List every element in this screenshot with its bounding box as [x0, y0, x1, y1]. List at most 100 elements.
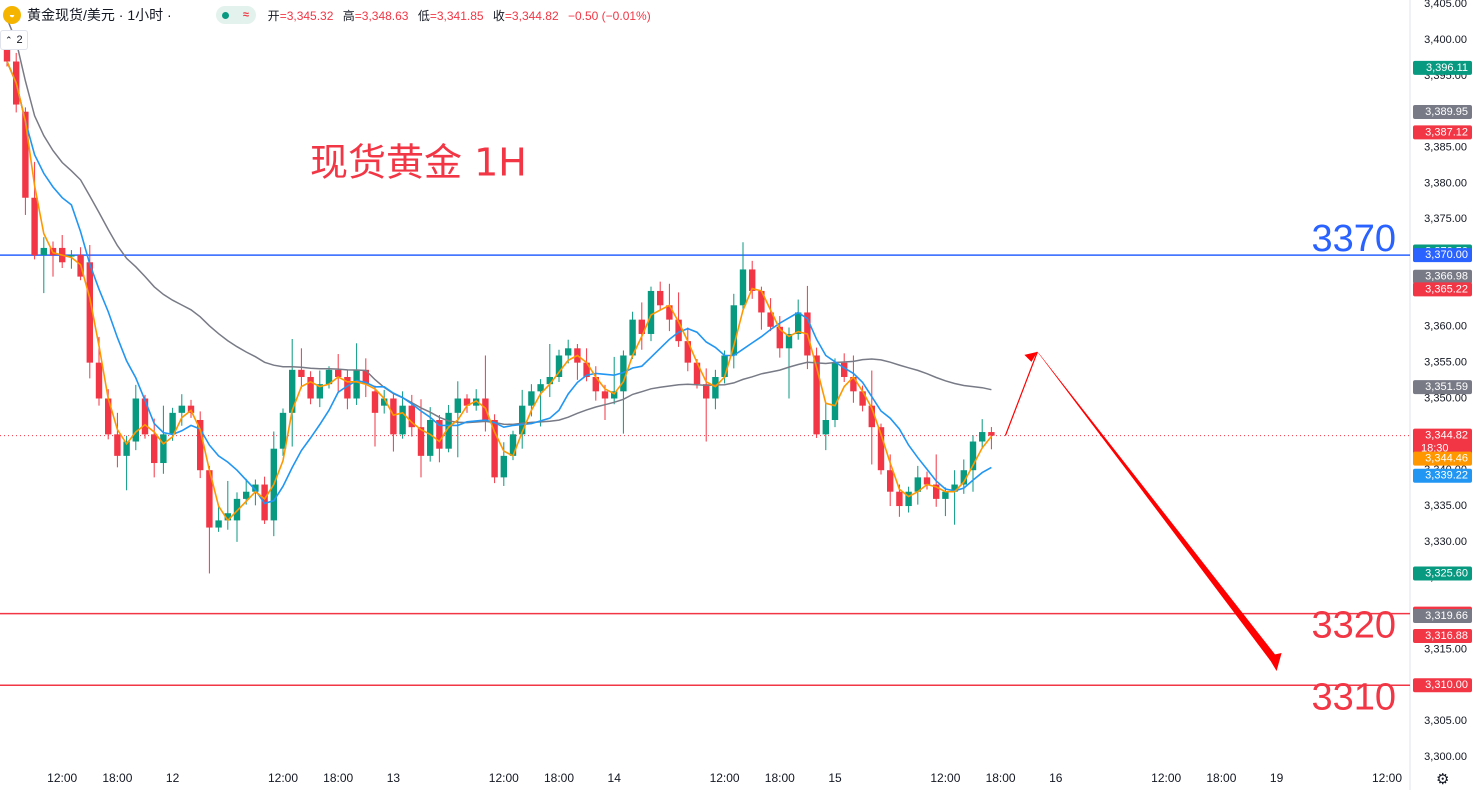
open-value: =3,345.32 [279, 8, 334, 23]
price-tick-label: 3,380.00 [1424, 177, 1467, 189]
candle-body [546, 376, 553, 385]
time-tick-label: 19 [1270, 771, 1284, 785]
price-tag: 3,387.12 [1425, 126, 1468, 138]
candle-body [390, 398, 397, 435]
candle-body [178, 405, 185, 413]
indicator-count: 2 [16, 34, 23, 46]
price-tag: 3,344.46 [1425, 453, 1468, 465]
gold-coin-icon: ◒ [3, 6, 21, 24]
close-label: 收 [492, 8, 505, 23]
candle-body [298, 369, 305, 377]
symbol-title[interactable]: 黄金现货/美元 · 1小时 · [27, 7, 172, 23]
candle-body [509, 434, 517, 456]
price-tick-label: 3,400.00 [1424, 34, 1467, 46]
candle-body [344, 376, 351, 399]
price-tag: 3,310.00 [1425, 679, 1468, 691]
time-tick-label: 12 [166, 771, 180, 785]
candle-body [730, 305, 737, 356]
candle-body [758, 290, 765, 313]
price-tag-bg [1413, 105, 1472, 120]
candle-body [620, 355, 627, 392]
price-tag: 3,389.95 [1425, 106, 1468, 118]
candle-body [381, 398, 388, 406]
price-tick-label: 3,350.00 [1424, 392, 1467, 404]
candle-body [592, 376, 599, 392]
candle-body [519, 405, 526, 435]
candle-body [887, 470, 894, 492]
price-tag-bg [1413, 678, 1472, 693]
time-tick-label: 18:00 [1206, 771, 1236, 785]
candle-body [114, 434, 121, 456]
candle-body [206, 470, 213, 528]
candle-body [629, 319, 636, 356]
price-tick-label: 3,335.00 [1424, 500, 1467, 512]
time-tick-label: 12:00 [1372, 771, 1402, 785]
candle-body [86, 262, 93, 363]
time-axis: 12:00 18:00 12 12:00 18:00 13 12:00 18:00 14 12:0… [47, 771, 1402, 785]
candle-body [859, 391, 866, 406]
time-tick-label: 18:00 [986, 771, 1016, 785]
candle-body [822, 420, 829, 435]
candle-body [289, 369, 296, 413]
time-tick-label: 16 [1049, 771, 1063, 785]
candle-body [988, 432, 995, 436]
candle-body [160, 434, 167, 464]
price-tag: 3,319.66 [1425, 610, 1468, 622]
ma-fast-line [6, 61, 993, 522]
change-value: −0.50 (−0.01%) [567, 8, 651, 23]
candle-body [703, 384, 710, 399]
candle-body [905, 491, 912, 507]
candle-body [436, 420, 443, 449]
candles [3, 41, 995, 574]
candle-body [353, 369, 360, 399]
ohlc-readout: 开=3,345.32 高=3,348.63 低=3,341.85 收=3,344… [268, 7, 657, 24]
candle-body [979, 432, 986, 442]
price-tick-label: 3,305.00 [1424, 715, 1467, 727]
candle-body [785, 333, 793, 349]
level-label-3310: 3310 [1311, 676, 1396, 718]
close-value: =3,344.82 [504, 8, 559, 23]
time-tick-label: 13 [387, 771, 401, 785]
chart-title: 现货黄金 1H [310, 141, 527, 185]
candle-body [316, 384, 323, 399]
candle-body [40, 247, 47, 256]
current-price-tag: 3,344.82 [1425, 430, 1468, 442]
candle-body [95, 362, 103, 399]
candle-body [463, 398, 471, 406]
indicator-toggle[interactable]: ⌃ 2 [0, 30, 28, 50]
candle-body [445, 412, 452, 449]
candle-body [454, 398, 461, 413]
candle-body [868, 405, 875, 428]
candle-body [427, 420, 434, 456]
candle-body [307, 376, 314, 399]
high-label: 高 [342, 8, 355, 23]
candle-body [362, 369, 369, 385]
candle-body [693, 362, 701, 385]
high-value: =3,348.63 [354, 8, 409, 23]
candle-body [896, 491, 903, 507]
candle-body [813, 355, 820, 435]
candle-body [942, 491, 949, 499]
price-tick-label: 3,300.00 [1424, 751, 1467, 763]
candle-body [169, 412, 176, 435]
price-tag-bg [1413, 282, 1472, 297]
candle-body [776, 326, 783, 349]
candle-body [647, 290, 655, 334]
candle-body [473, 398, 480, 406]
candle-body [491, 420, 498, 478]
projection-arrow-down [1037, 351, 1279, 661]
candle-body [767, 312, 774, 327]
price-tag-bg [1413, 125, 1472, 140]
candle-body [675, 319, 682, 342]
price-tag: 3,365.22 [1425, 283, 1468, 295]
level-label-3370: 3370 [1311, 218, 1396, 260]
price-tag-bg [1413, 609, 1472, 624]
market-status[interactable]: ≈ [215, 6, 256, 24]
candle-body [555, 355, 563, 377]
price-tick-label: 3,330.00 [1424, 536, 1467, 548]
ma-slow-line [6, 18, 992, 426]
gear-icon[interactable]: ⚙ [1436, 771, 1450, 788]
candle-body [141, 398, 149, 435]
candle-body [565, 348, 572, 356]
